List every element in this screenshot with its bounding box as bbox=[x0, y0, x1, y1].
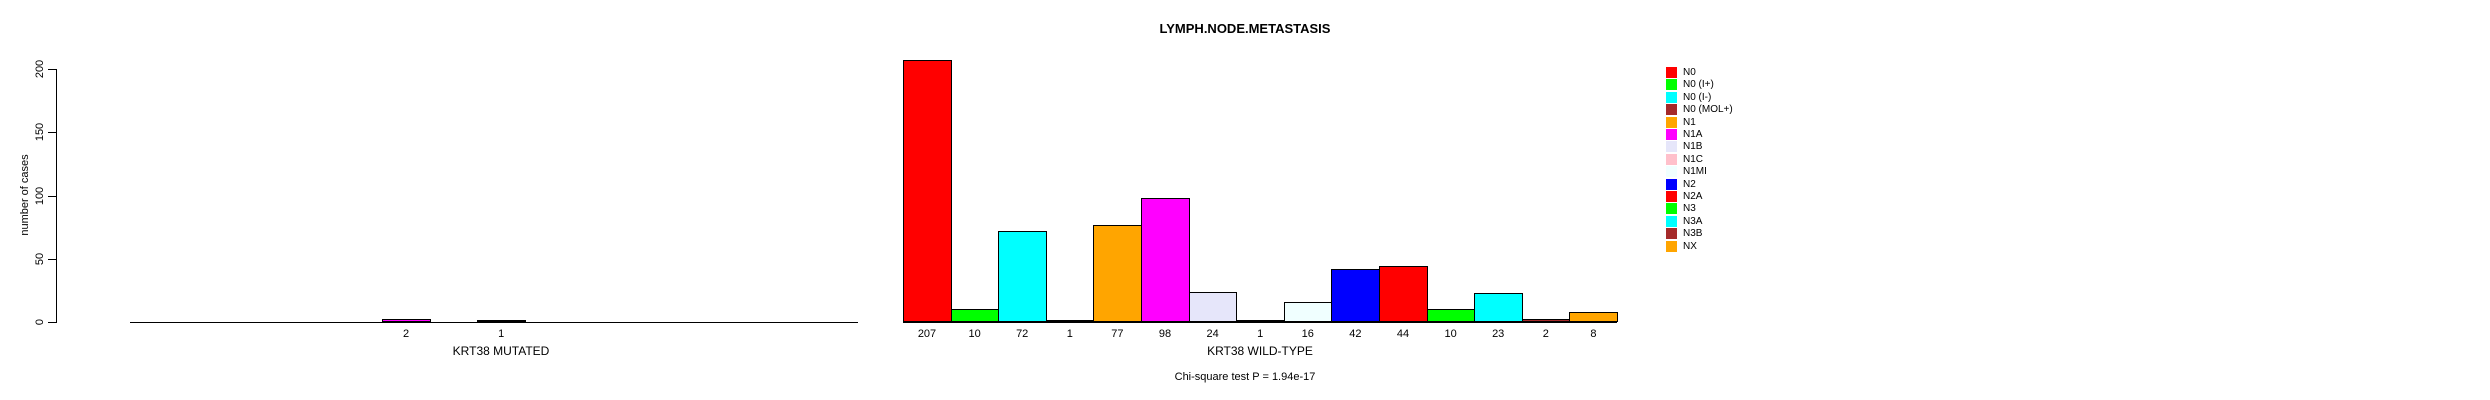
legend-swatch-n1a bbox=[1666, 129, 1677, 140]
bar-value-label: 1 bbox=[1066, 328, 1073, 340]
bar-krt38-mutated-n1a bbox=[382, 319, 431, 322]
bar-value-label: 23 bbox=[1492, 328, 1505, 340]
legend-swatch-n0-i bbox=[1666, 91, 1677, 103]
legend-swatch-nx bbox=[1666, 240, 1677, 252]
legend-swatch-n3b bbox=[1666, 228, 1677, 240]
legend-label: N1A bbox=[1683, 129, 1703, 140]
legend-label: NX bbox=[1683, 240, 1697, 252]
bar-value-label: 16 bbox=[1301, 328, 1314, 340]
bar-krt38-wild-type-n1c bbox=[1236, 320, 1285, 322]
y-tick-label: 150 bbox=[34, 123, 46, 142]
bar-value-label: 10 bbox=[1444, 328, 1457, 340]
chi-square-note: Chi-square test P = 1.94e-17 bbox=[1174, 371, 1316, 383]
x-axis-group-label: KRT38 MUTATED bbox=[452, 344, 550, 358]
legend-label: N0 (I-) bbox=[1683, 91, 1712, 103]
bar-value-label: 2 bbox=[402, 328, 410, 340]
bar-krt38-wild-type-n2 bbox=[1331, 268, 1380, 322]
legend-label: N1C bbox=[1683, 153, 1704, 165]
legend-label: N0 bbox=[1683, 67, 1696, 78]
bar-krt38-wild-type-n1 bbox=[1093, 224, 1142, 322]
bar-krt38-wild-type-n0-i bbox=[950, 309, 1000, 322]
bar-value-label: 77 bbox=[1111, 328, 1124, 340]
x-axis-group-label: KRT38 WILD-TYPE bbox=[1207, 344, 1313, 358]
legend-label: N0 (I+) bbox=[1683, 79, 1714, 91]
y-tick-label: 50 bbox=[34, 252, 46, 265]
legend-swatch-n1 bbox=[1666, 116, 1677, 128]
y-tick bbox=[48, 132, 56, 134]
bar-value-label: 24 bbox=[1206, 328, 1219, 340]
bar-value-label: 44 bbox=[1396, 328, 1410, 340]
bar-value-label: 98 bbox=[1158, 328, 1172, 340]
legend-swatch-n1c bbox=[1666, 153, 1677, 165]
bar-krt38-wild-type-n3a bbox=[1474, 292, 1523, 322]
legend-swatch-n0-mol bbox=[1666, 104, 1677, 116]
bar-krt38-wild-type-n3 bbox=[1426, 309, 1476, 322]
x-axis-line bbox=[903, 322, 1617, 323]
bar-krt38-wild-type-n1mi bbox=[1283, 301, 1333, 322]
legend-swatch-n2 bbox=[1666, 178, 1677, 190]
legend-swatch-n1b bbox=[1666, 141, 1677, 153]
bar-krt38-wild-type-n0-mol bbox=[1045, 320, 1095, 322]
y-tick-label: 0 bbox=[34, 318, 46, 326]
legend-label: N3 bbox=[1683, 203, 1696, 215]
legend-label: N3B bbox=[1683, 228, 1703, 240]
bar-value-label: 72 bbox=[1016, 328, 1029, 340]
y-axis-line bbox=[56, 69, 57, 323]
bar-krt38-wild-type-n2a bbox=[1379, 266, 1428, 322]
bar-krt38-wild-type-n0 bbox=[903, 60, 952, 322]
bar-krt38-wild-type-n0-i bbox=[998, 230, 1047, 322]
bar-krt38-wild-type-n1a bbox=[1141, 198, 1190, 322]
legend-label: N1 bbox=[1683, 116, 1696, 128]
y-tick-label: 200 bbox=[34, 59, 46, 79]
bar-krt38-wild-type-nx bbox=[1569, 311, 1618, 322]
y-tick bbox=[48, 258, 56, 260]
legend-label: N2 bbox=[1683, 178, 1696, 190]
legend-label: N1MI bbox=[1683, 166, 1707, 178]
bar-value-label: 1 bbox=[498, 328, 505, 340]
y-tick bbox=[48, 195, 56, 197]
legend-swatch-n1mi bbox=[1666, 166, 1677, 178]
x-axis-line bbox=[130, 322, 858, 323]
bar-value-label: 42 bbox=[1349, 328, 1362, 340]
legend-swatch-n0 bbox=[1666, 67, 1677, 78]
bar-krt38-wild-type-n3b bbox=[1521, 319, 1571, 322]
legend-label: N1B bbox=[1683, 141, 1703, 153]
legend-label: N2A bbox=[1683, 191, 1703, 202]
y-tick-label: 100 bbox=[34, 186, 46, 205]
legend-label: N0 (MOL+) bbox=[1683, 104, 1733, 116]
legend-label: N3A bbox=[1683, 215, 1703, 227]
bar-krt38-wild-type-n1b bbox=[1188, 291, 1238, 322]
bar-value-label: 1 bbox=[1257, 328, 1264, 340]
bar-value-label: 207 bbox=[917, 328, 937, 340]
bar-krt38-mutated-n1c bbox=[477, 320, 526, 322]
bar-value-label: 8 bbox=[1590, 328, 1597, 340]
legend-swatch-n0-i bbox=[1666, 79, 1677, 91]
y-tick bbox=[48, 69, 56, 70]
bar-value-label: 10 bbox=[968, 328, 981, 340]
bar-value-label: 2 bbox=[1542, 328, 1549, 340]
legend-swatch-n3a bbox=[1666, 215, 1677, 227]
y-tick bbox=[48, 322, 56, 323]
legend-swatch-n2a bbox=[1666, 191, 1677, 202]
y-axis-label: number of cases bbox=[19, 154, 31, 236]
legend-swatch-n3 bbox=[1666, 203, 1677, 215]
chart-title: LYMPH.NODE.METASTASIS bbox=[1159, 21, 1331, 36]
